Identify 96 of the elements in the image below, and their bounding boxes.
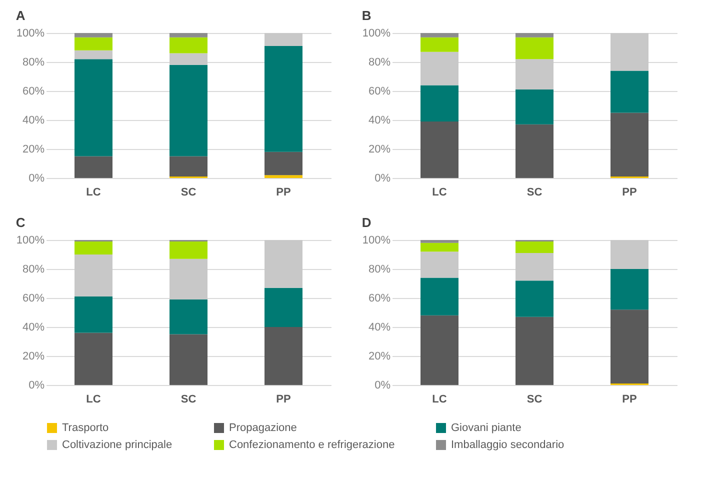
bar	[516, 241, 554, 254]
x-tick-label: SC	[180, 186, 196, 198]
bar	[420, 121, 458, 178]
bar	[170, 241, 208, 259]
bar	[264, 152, 302, 176]
y-tick-label: 80%	[22, 56, 45, 68]
bar	[264, 240, 302, 288]
bar	[74, 50, 112, 60]
chart-title: A	[16, 8, 26, 23]
chart-title: B	[362, 8, 372, 23]
bar	[516, 124, 554, 178]
y-tick-label: 80%	[22, 264, 45, 276]
x-tick-label: PP	[276, 186, 291, 198]
x-tick-label: LC	[86, 394, 101, 406]
bar	[610, 33, 648, 71]
bar	[170, 258, 208, 300]
x-tick-label: LC	[432, 186, 447, 198]
bar	[170, 334, 208, 385]
bar	[264, 33, 302, 46]
bar	[264, 288, 302, 327]
bar	[610, 112, 648, 177]
legend-label: Giovani piante	[451, 422, 522, 434]
bar	[170, 53, 208, 65]
bar	[170, 37, 208, 54]
bar	[516, 90, 554, 124]
bar	[74, 59, 112, 156]
bar	[74, 296, 112, 333]
bar	[74, 332, 112, 385]
bar	[170, 299, 208, 334]
x-tick-label: PP	[622, 394, 637, 406]
y-tick-label: 40%	[22, 322, 45, 334]
bar	[420, 37, 458, 52]
bar	[516, 59, 554, 90]
bar	[74, 241, 112, 254]
bar	[420, 252, 458, 278]
bar	[420, 278, 458, 316]
bar	[420, 315, 458, 385]
bar	[420, 33, 458, 38]
bar	[264, 327, 302, 385]
bar	[516, 33, 554, 38]
bar	[170, 33, 208, 38]
bar	[420, 242, 458, 252]
y-tick-label: 60%	[368, 86, 391, 98]
x-tick-label: SC	[526, 394, 542, 406]
y-tick-label: 80%	[368, 56, 391, 68]
bar	[264, 46, 302, 152]
bar	[516, 316, 554, 385]
legend-label: Coltivazione principale	[62, 439, 172, 451]
legend-label: Propagazione	[229, 422, 297, 434]
y-tick-label: 20%	[368, 350, 391, 362]
chart-title: C	[16, 215, 26, 230]
y-tick-label: 60%	[22, 86, 45, 98]
bar	[74, 33, 112, 38]
bar	[610, 240, 648, 269]
bar	[420, 52, 458, 86]
bar	[516, 280, 554, 317]
y-tick-label: 100%	[362, 28, 391, 40]
bar	[170, 156, 208, 177]
y-tick-label: 100%	[362, 234, 391, 246]
bar	[170, 64, 208, 156]
x-tick-label: LC	[86, 186, 101, 198]
y-tick-label: 40%	[368, 322, 391, 334]
y-tick-label: 40%	[368, 114, 391, 126]
legend-label: Confezionamento e refrigerazione	[229, 439, 395, 451]
bar	[610, 70, 648, 113]
y-tick-label: 40%	[22, 114, 45, 126]
bar	[74, 37, 112, 50]
bar	[74, 254, 112, 297]
chart-title: D	[362, 215, 372, 230]
x-tick-label: SC	[526, 186, 542, 198]
y-tick-label: 0%	[374, 380, 391, 392]
x-tick-label: PP	[622, 186, 637, 198]
y-tick-label: 60%	[368, 292, 391, 304]
y-tick-label: 100%	[16, 28, 45, 40]
x-tick-label: PP	[276, 394, 291, 406]
bar	[610, 269, 648, 310]
bar	[420, 240, 458, 243]
bar	[420, 85, 458, 122]
bar	[516, 37, 554, 60]
y-tick-label: 20%	[22, 350, 45, 362]
bar	[74, 156, 112, 178]
bar	[264, 175, 302, 178]
legend-label: Trasporto	[62, 422, 109, 434]
y-tick-label: 100%	[16, 234, 45, 246]
x-tick-label: SC	[180, 394, 196, 406]
x-tick-label: LC	[432, 394, 447, 406]
bar	[516, 253, 554, 281]
y-tick-label: 0%	[28, 380, 45, 392]
legend-label: Imballaggio secondario	[451, 439, 564, 451]
y-tick-label: 20%	[368, 144, 391, 156]
y-tick-label: 20%	[22, 144, 45, 156]
y-tick-label: 60%	[22, 292, 45, 304]
y-tick-label: 80%	[368, 264, 391, 276]
bar	[610, 310, 648, 384]
y-tick-label: 0%	[28, 172, 45, 184]
y-tick-label: 0%	[374, 172, 391, 184]
